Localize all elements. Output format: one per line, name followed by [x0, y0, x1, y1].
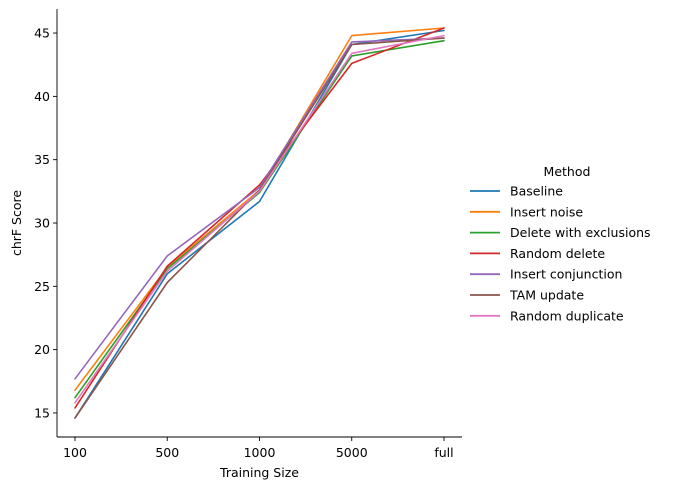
legend: Method Baseline Insert noise Delete with e…: [470, 164, 651, 323]
x-tick-label: full: [434, 445, 453, 460]
x-tick-label: 100: [63, 445, 87, 460]
legend-label-insert-conjunction: Insert conjunction: [510, 267, 622, 282]
y-tick-label: 25: [34, 279, 50, 294]
legend-items: Baseline Insert noise Delete with exclusio…: [470, 184, 651, 323]
legend-label-tam-update: TAM update: [509, 288, 584, 303]
y-tick-label: 40: [34, 89, 50, 104]
x-axis-label: Training Size: [219, 465, 299, 480]
x-tick-label: 5000: [336, 445, 368, 460]
y-tick-label: 20: [34, 342, 50, 357]
legend-label-insert-noise: Insert noise: [510, 204, 583, 219]
y-tick-label: 15: [34, 405, 50, 420]
x-tick-label: 500: [155, 445, 179, 460]
series-line-insert-conjunction: [74, 37, 445, 380]
legend-label-random-duplicate: Random duplicate: [510, 308, 624, 323]
legend-label-random-delete: Random delete: [510, 246, 605, 261]
legend-label-baseline: Baseline: [510, 184, 563, 199]
y-tick-label: 35: [34, 152, 50, 167]
series-line-tam-update: [74, 37, 445, 419]
series-line-random-delete: [74, 27, 445, 409]
series-line-random-duplicate: [74, 34, 445, 404]
legend-label-delete-with-exclusions: Delete with exclusions: [510, 225, 651, 240]
y-axis-label: chrF Score: [9, 190, 24, 256]
plot-lines: [74, 27, 445, 419]
x-tick-label: 1000: [244, 445, 276, 460]
x-ticks: 100 500 1000 5000 full: [63, 437, 454, 460]
y-tick-label: 30: [34, 216, 50, 231]
y-tick-label: 45: [34, 26, 50, 41]
series-line-baseline: [74, 29, 445, 419]
series-line-delete-with-exclusions: [74, 39, 445, 399]
y-ticks: 15 20 25 30 35 40 45: [34, 26, 57, 420]
legend-title: Method: [544, 164, 591, 179]
